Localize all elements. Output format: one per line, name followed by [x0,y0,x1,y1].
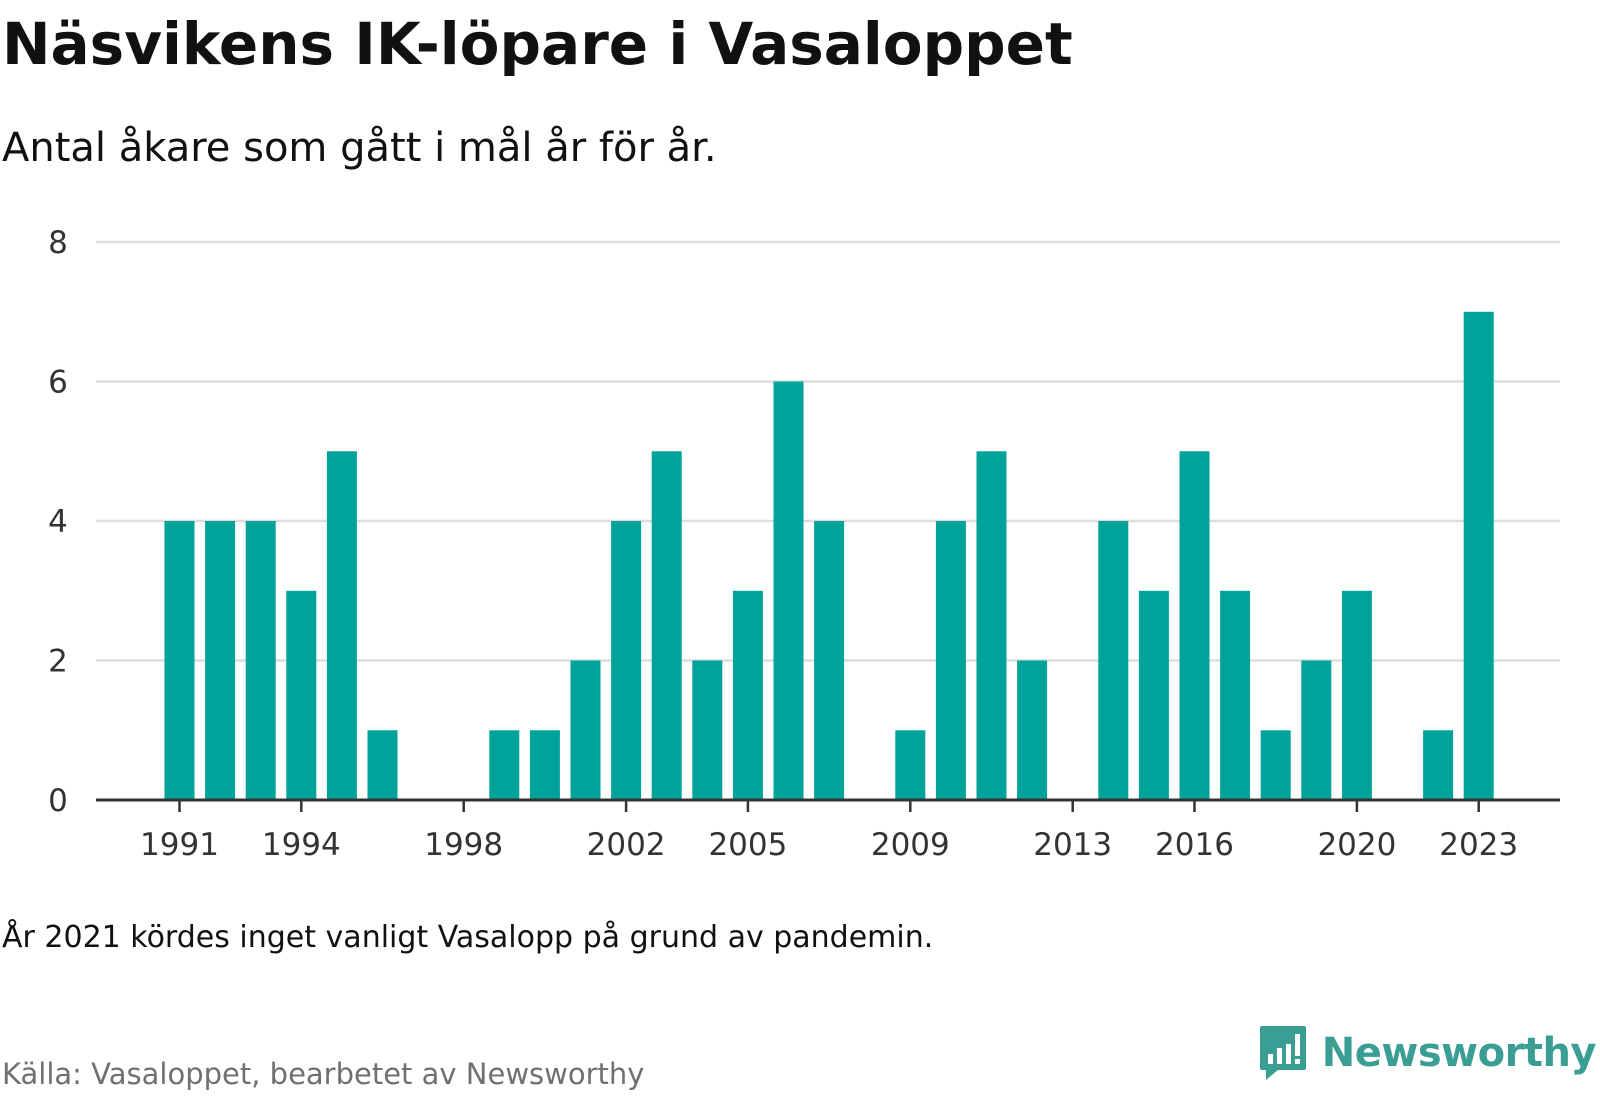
bar-2011 [976,451,1007,801]
bar-2014 [1098,521,1129,800]
bar-1991 [164,521,195,800]
bar-2018 [1260,730,1291,801]
bar-2023 [1463,311,1494,801]
bar-1993 [245,521,276,800]
x-tick-label: 2016 [1155,827,1234,863]
x-tick-label: 2002 [587,827,666,863]
bar-2000 [529,730,560,801]
bar-2017 [1220,590,1251,801]
bar-2009 [895,730,926,801]
brand-name: Newsworthy [1321,1030,1597,1076]
bar-1992 [205,521,236,800]
bar-2006 [773,381,804,800]
brand-logo: Newsworthy [1258,1024,1597,1082]
y-tick-label: 8 [48,225,68,261]
x-tick-label: 2023 [1439,827,1518,863]
bar-2012 [1017,660,1048,800]
x-tick-label: 1994 [262,827,341,863]
y-tick-label: 2 [48,644,68,680]
bar-2007 [814,521,845,800]
y-tick-label: 0 [48,783,68,819]
bar-2020 [1341,590,1372,801]
bar-2005 [732,590,763,801]
bar-2001 [570,660,601,800]
newsworthy-logo-icon [1259,1026,1306,1080]
bar-2022 [1423,730,1454,801]
x-tick-label: 1991 [140,827,219,863]
x-tick-label: 2009 [871,827,950,863]
y-tick-label: 4 [48,504,68,540]
chart-note: År 2021 kördes inget vanligt Vasalopp på… [2,920,934,955]
x-tick-label: 1998 [424,827,503,863]
bar-1999 [489,730,520,801]
bar-1995 [326,451,357,801]
chart-title: Näsvikens IK-löpare i Vasaloppet [2,10,1073,78]
bar-2002 [611,521,642,800]
y-tick-label: 6 [48,365,68,401]
x-axis-tick-labels: 1991 1994 1998 2002 2005 2009 2013 2016 2020 2023 [140,827,1518,863]
bar-2015 [1138,590,1169,801]
x-tick-label: 2005 [708,827,787,863]
source-credit: Källa: Vasaloppet, bearbetet av Newswort… [2,1057,645,1091]
bar-2016 [1179,451,1210,801]
bar-2019 [1301,660,1332,800]
x-tick-label: 2013 [1033,827,1112,863]
x-axis [96,798,1560,812]
bar-2003 [651,451,682,801]
bar-1996 [367,730,398,801]
bar-1994 [286,590,317,801]
chart-subtitle: Antal åkare som gått i mål år för år. [2,125,717,171]
bar-chart: 0 2 4 6 8 1991 1994 1998 2002 2005 2009 2013 2016 20… [48,225,1560,863]
bars [164,311,1494,801]
bar-2010 [935,521,966,800]
y-axis-tick-labels: 0 2 4 6 8 [48,225,68,819]
bar-2004 [692,660,723,800]
x-tick-label: 2020 [1317,827,1396,863]
